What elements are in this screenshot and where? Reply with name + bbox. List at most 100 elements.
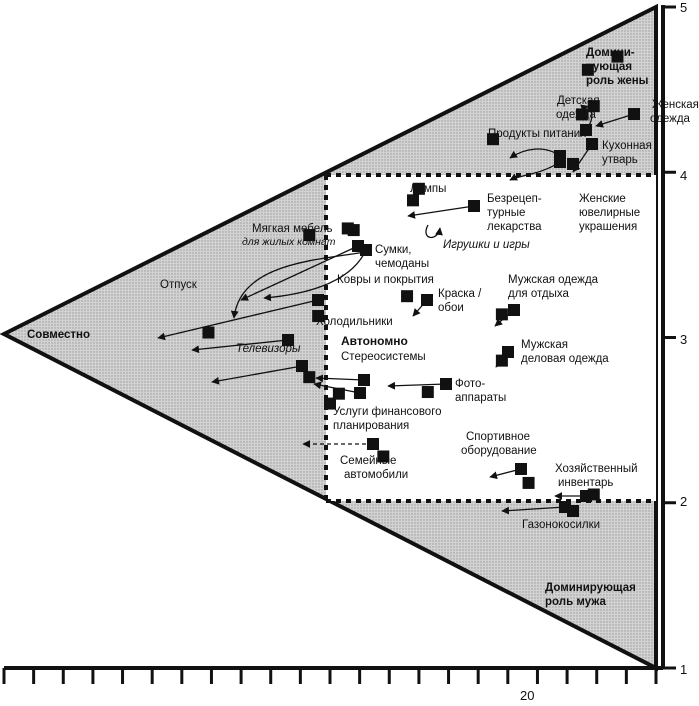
label-hardware-2: инвентарь: [558, 477, 613, 489]
label-paint-1: Краска /: [438, 288, 482, 300]
data-point-19: [324, 397, 336, 410]
arrow-origin-point-6: [360, 244, 372, 256]
label-finance-2: планирования: [333, 420, 409, 432]
autonomous-region: [326, 175, 656, 501]
data-point-9: [347, 224, 360, 237]
arrow-origin-point-10: [508, 304, 520, 316]
data-point-16: [303, 371, 316, 384]
arrow-fridges: [191, 339, 289, 354]
wife-dominant-label-2: рующая: [586, 61, 632, 73]
arrow-origin-point-7: [312, 294, 324, 306]
label-furniture-1: Мягкая мебель: [252, 223, 332, 235]
data-point-7: [412, 182, 425, 195]
data-point-17: [332, 387, 345, 400]
label-womens-clothing-2: одежда: [650, 113, 691, 125]
category-labels: Женская одежда Детская одежда Кухонная у…: [160, 95, 699, 531]
arrow-tv: [211, 365, 303, 385]
arrow-womens: [595, 113, 635, 128]
label-hardware-1: Хозяйственный: [555, 463, 638, 475]
label-kitchen-1: Кухонная: [602, 140, 652, 152]
label-carpets: Ковры и покрытия: [337, 274, 434, 286]
wife-dominant-label-3: роль жены: [586, 75, 649, 87]
label-sport-1: Спортивное: [466, 431, 530, 443]
arrow-origin-point-4: [354, 387, 366, 399]
data-point-0: [611, 50, 624, 63]
y-tick-label-1: 1: [680, 662, 687, 677]
arrow-origin-point-1: [367, 438, 379, 450]
x-tick-label-20: 20: [520, 688, 534, 703]
label-paint-2: обои: [438, 302, 464, 314]
arrow-luggage: [230, 251, 366, 319]
arrow-origin-point-19: [628, 108, 640, 120]
data-markers: [202, 50, 640, 518]
label-mens-casual-1: Мужская одежда: [508, 274, 599, 286]
data-point-2: [587, 100, 600, 113]
label-kids-clothing-2: одежда: [556, 109, 597, 121]
data-point-13: [401, 290, 414, 303]
label-kitchen-2: утварь: [602, 154, 638, 166]
arrow-origin-point-12: [515, 463, 527, 475]
arrow-origin-point-20: [586, 138, 598, 150]
label-cars-1: Семейные: [340, 455, 396, 467]
arrow-furniture: [240, 245, 359, 301]
label-luggage-2: чемоданы: [375, 258, 429, 270]
data-point-11: [202, 326, 215, 339]
label-vacation: Отпуск: [160, 279, 198, 291]
data-point-1: [581, 63, 594, 76]
label-fridges: Холодильники: [316, 316, 393, 328]
joint-label: Совместно: [27, 329, 90, 341]
autonomous-label: Автономно: [341, 334, 408, 348]
label-mowers: Газонокосилки: [522, 519, 600, 531]
wife-dominant-label-1: Домини-: [586, 47, 635, 59]
data-point-21: [522, 476, 535, 489]
husband-dominant-label-1: Доминирующая: [545, 582, 636, 594]
arrow-mowers: [501, 506, 566, 515]
arrow-origin-point-15: [468, 200, 480, 212]
data-point-14: [495, 308, 508, 321]
label-womens-clothing-1: Женская: [652, 99, 699, 111]
triangle-region: [0, 3, 658, 672]
label-mens-business-2: деловая одежда: [521, 353, 609, 365]
label-cars-2: автомобили: [344, 469, 408, 481]
y-tick-label-5: 5: [680, 0, 687, 15]
label-cameras-1: Фото-: [455, 378, 485, 390]
arrow-origin-point-2: [440, 378, 452, 390]
label-stereo: Стереосистемы: [341, 351, 426, 363]
arrow-origin-point-3: [358, 374, 370, 386]
label-luggage-1: Сумки,: [375, 244, 411, 256]
label-groceries: Продукты питания: [488, 128, 586, 140]
data-point-10: [303, 229, 316, 242]
arrow-vacation: [157, 299, 319, 341]
arrow-stereo-1: [315, 374, 365, 383]
label-tv: Телевизоры: [236, 343, 301, 355]
y-tick-label-2: 2: [680, 494, 687, 509]
y-tick-label-3: 3: [680, 332, 687, 347]
x-axis: 20: [2, 666, 663, 703]
label-mens-casual-2: для отдыха: [508, 288, 569, 300]
arrow-origin-point-11: [502, 346, 514, 358]
data-point-12: [312, 310, 325, 323]
data-point-18: [421, 386, 434, 399]
label-jewelry-2: ювелирные: [579, 207, 640, 219]
label-otc-3: лекарства: [487, 221, 542, 233]
label-cameras-2: аппараты: [455, 392, 506, 404]
data-point-5: [567, 157, 580, 170]
label-mens-business-1: Мужская: [521, 339, 568, 351]
label-otc-2: турные: [487, 207, 525, 219]
arrow-cameras: [387, 381, 447, 390]
arrow-toys: [425, 224, 443, 239]
arrow-origin-point-8: [282, 334, 294, 346]
label-finance-1: Услуги финансового: [333, 406, 442, 418]
arrow-carpets: [263, 249, 367, 302]
arrow-otc: [407, 205, 475, 219]
arrow-origin-point-17: [554, 156, 566, 168]
label-lamps: Лампы: [410, 183, 446, 195]
data-point-20: [377, 450, 390, 463]
label-jewelry-3: украшения: [579, 221, 637, 233]
arrow-origin-point-14: [559, 501, 571, 513]
label-otc-1: Безрецеп-: [487, 193, 542, 205]
arrow-origin-point-18: [580, 124, 592, 136]
husband-dominant-label-2: роль мужа: [545, 596, 607, 608]
label-toys: Игрушки и игры: [443, 239, 530, 251]
